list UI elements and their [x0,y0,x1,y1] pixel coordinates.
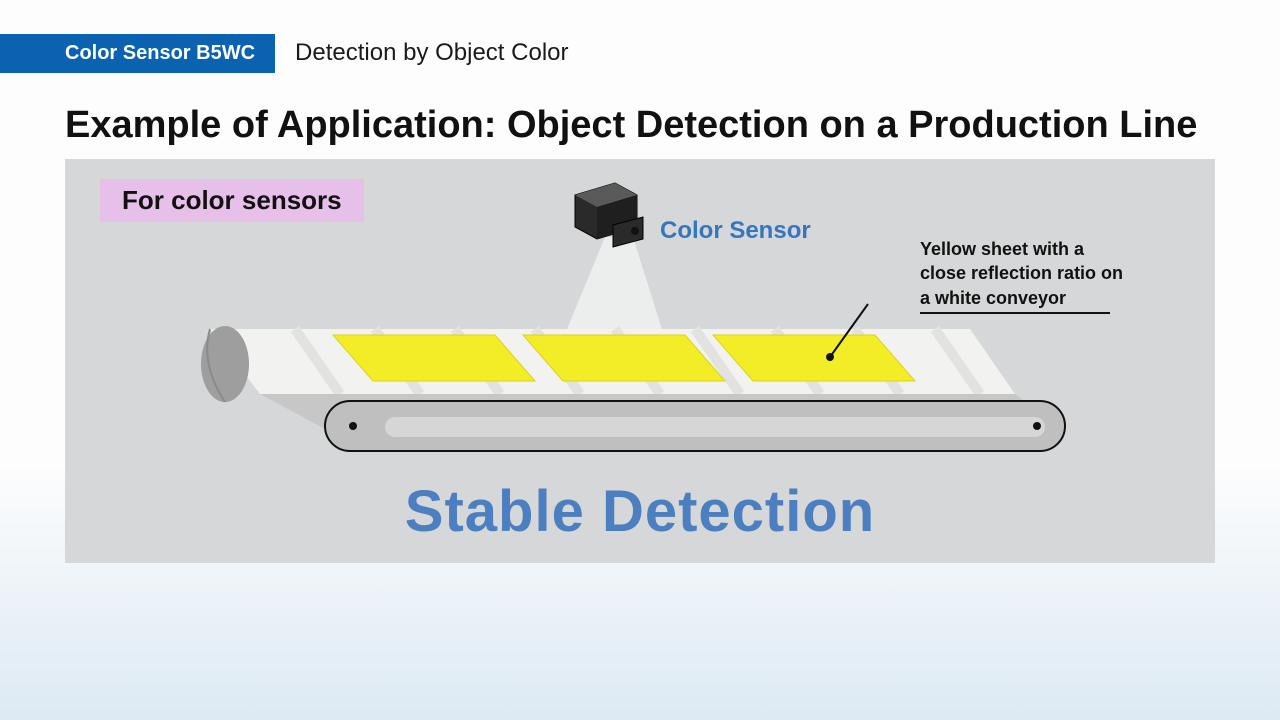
callout-pink: For color sensors [100,179,364,222]
leader-line [826,304,868,361]
result-text: Stable Detection [65,478,1215,545]
yellow-sheet [713,335,915,381]
yellow-sheets [333,335,915,381]
header-subtitle: Detection by Object Color [295,39,568,67]
annotation-underline [920,312,1110,314]
color-sensor-icon [575,183,643,247]
yellow-sheet [523,335,725,381]
sensor-beam-icon [563,237,665,339]
diagram-panel: For color sensors Color Sensor Yellow sh… [65,159,1215,563]
header: Color Sensor B5WC Detection by Object Co… [0,32,1280,74]
conveyor-belt-top [201,326,1065,429]
sensor-label: Color Sensor [660,217,811,245]
sheet-annotation: Yellow sheet with a close reflection rat… [920,237,1130,314]
product-badge: Color Sensor B5WC [0,34,275,73]
yellow-sheet [333,335,535,381]
conveyor-track [325,401,1065,451]
sheet-annotation-text: Yellow sheet with a close reflection rat… [920,239,1123,308]
page-title: Example of Application: Object Detection… [65,104,1280,147]
